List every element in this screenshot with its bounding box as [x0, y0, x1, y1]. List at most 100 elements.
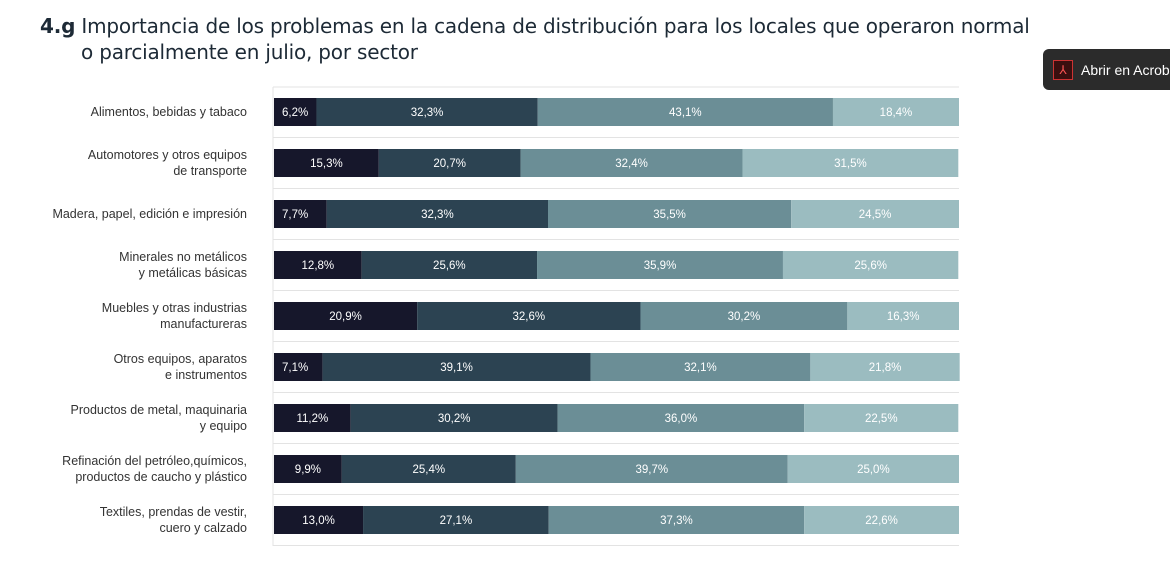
bar-segment [322, 353, 591, 381]
data-label: 32,1% [684, 362, 717, 374]
bar-segment [520, 149, 743, 177]
bar-segment [548, 200, 792, 228]
category-label-line: e instrumentos [165, 368, 247, 382]
data-label: 12,8% [302, 260, 335, 272]
open-in-acrobat-button[interactable]: ⅄ Abrir en Acrobat [1043, 49, 1170, 90]
data-label: 21,8% [869, 362, 902, 374]
bar-segment [274, 404, 351, 432]
bar-segment [810, 353, 960, 381]
category-label: Otros equipos, aparatos e instrumentos [7, 351, 247, 383]
bar-segment [804, 506, 959, 534]
category-label-line: Productos de metal, maquinaria [70, 403, 247, 417]
category-label-line: Minerales no metálicos [119, 250, 247, 264]
data-label: 25,4% [413, 464, 446, 476]
data-label: 31,5% [834, 158, 867, 170]
data-label: 37,3% [660, 515, 693, 527]
data-label: 39,7% [635, 464, 668, 476]
category-label: Muebles y otras industrias manufactureras [7, 300, 247, 332]
bar-segment [557, 404, 805, 432]
category-label-line: Madera, papel, edición e impresión [52, 207, 247, 221]
bar-segment [787, 455, 959, 483]
bar-segment [274, 455, 342, 483]
bar-segment [363, 506, 549, 534]
bar-segment [326, 200, 548, 228]
bar-segment [274, 251, 362, 279]
category-label: Refinación del petróleo,químicos, product… [7, 453, 247, 485]
data-label: 13,0% [302, 515, 335, 527]
category-label-line: de transporte [173, 164, 247, 178]
bar-segment [274, 200, 327, 228]
bar-segment [341, 455, 516, 483]
chart-number: 4.g [40, 14, 76, 38]
bar-segment [742, 149, 959, 177]
data-label: 18,4% [880, 107, 913, 119]
category-label-line: Alimentos, bebidas y tabaco [90, 105, 247, 119]
data-label: 7,7% [282, 209, 308, 221]
data-label: 30,2% [728, 311, 761, 323]
bar-segment [537, 251, 783, 279]
bar-segment [515, 455, 788, 483]
bar-segment [782, 251, 959, 279]
data-label: 32,4% [615, 158, 648, 170]
title-line-2: o parcialmente en julio, por sector [81, 40, 418, 64]
data-label: 25,6% [433, 260, 466, 272]
category-label: Madera, papel, edición e impresión [7, 206, 247, 222]
category-label-line: Muebles y otras industrias [101, 301, 247, 315]
category-label: Productos de metal, maquinaria y equipo [7, 402, 247, 434]
data-label: 20,9% [329, 311, 362, 323]
category-label-line: y equipo [199, 419, 247, 433]
bar-segment [640, 302, 848, 330]
bar-segment [537, 98, 833, 126]
category-label: Alimentos, bebidas y tabaco [7, 104, 247, 120]
title-line-1: Importancia de los problemas en la caden… [81, 14, 1030, 38]
category-label: Minerales no metálicos y metálicas básica… [7, 249, 247, 281]
bar-segment [274, 353, 323, 381]
bar-segment [832, 98, 959, 126]
data-label: 22,6% [865, 515, 898, 527]
bar-segment [847, 302, 959, 330]
data-label: 35,9% [644, 260, 677, 272]
data-label: 9,9% [295, 464, 321, 476]
data-label: 11,2% [296, 413, 328, 425]
data-label: 7,1% [282, 362, 308, 374]
bar-segment [417, 302, 641, 330]
bar-segment [274, 98, 317, 126]
adobe-pdf-icon: ⅄ [1053, 59, 1073, 80]
data-label: 39,1% [440, 362, 473, 374]
bar-segment [350, 404, 558, 432]
data-label: 25,6% [854, 260, 887, 272]
category-label-line: Textiles, prendas de vestir, [99, 505, 247, 519]
data-label: 30,2% [438, 413, 471, 425]
data-label: 32,3% [411, 107, 444, 119]
bar-segment [274, 149, 379, 177]
data-label: 36,0% [665, 413, 698, 425]
category-label: Automotores y otros equipos de transporte [7, 147, 247, 179]
chart-title: 4.g Importancia de los problemas en la c… [40, 13, 1030, 65]
bar-segment [378, 149, 521, 177]
bar-segment [274, 302, 418, 330]
bar-segment [791, 200, 959, 228]
bar-segment [361, 251, 538, 279]
category-label-line: cuero y calzado [159, 521, 247, 535]
data-label: 20,7% [433, 158, 466, 170]
category-label-line: manufactureras [160, 317, 247, 331]
category-label-line: Automotores y otros equipos [87, 148, 247, 162]
bar-segment [590, 353, 811, 381]
bar-segment [316, 98, 538, 126]
data-label: 32,3% [421, 209, 454, 221]
open-in-acrobat-label: Abrir en Acrobat [1081, 61, 1170, 78]
category-label-line: productos de caucho y plástico [75, 470, 247, 484]
bar-segment [804, 404, 959, 432]
data-label: 6,2% [282, 107, 308, 119]
category-label: Textiles, prendas de vestir, cuero y calz… [7, 504, 247, 536]
data-label: 32,6% [513, 311, 546, 323]
data-label: 16,3% [887, 311, 920, 323]
data-label: 22,5% [865, 413, 898, 425]
data-label: 27,1% [440, 515, 473, 527]
data-label: 35,5% [653, 209, 686, 221]
bar-segment [548, 506, 805, 534]
data-label: 24,5% [859, 209, 892, 221]
bar-segment [274, 506, 364, 534]
category-label-line: Otros equipos, aparatos [113, 352, 247, 366]
